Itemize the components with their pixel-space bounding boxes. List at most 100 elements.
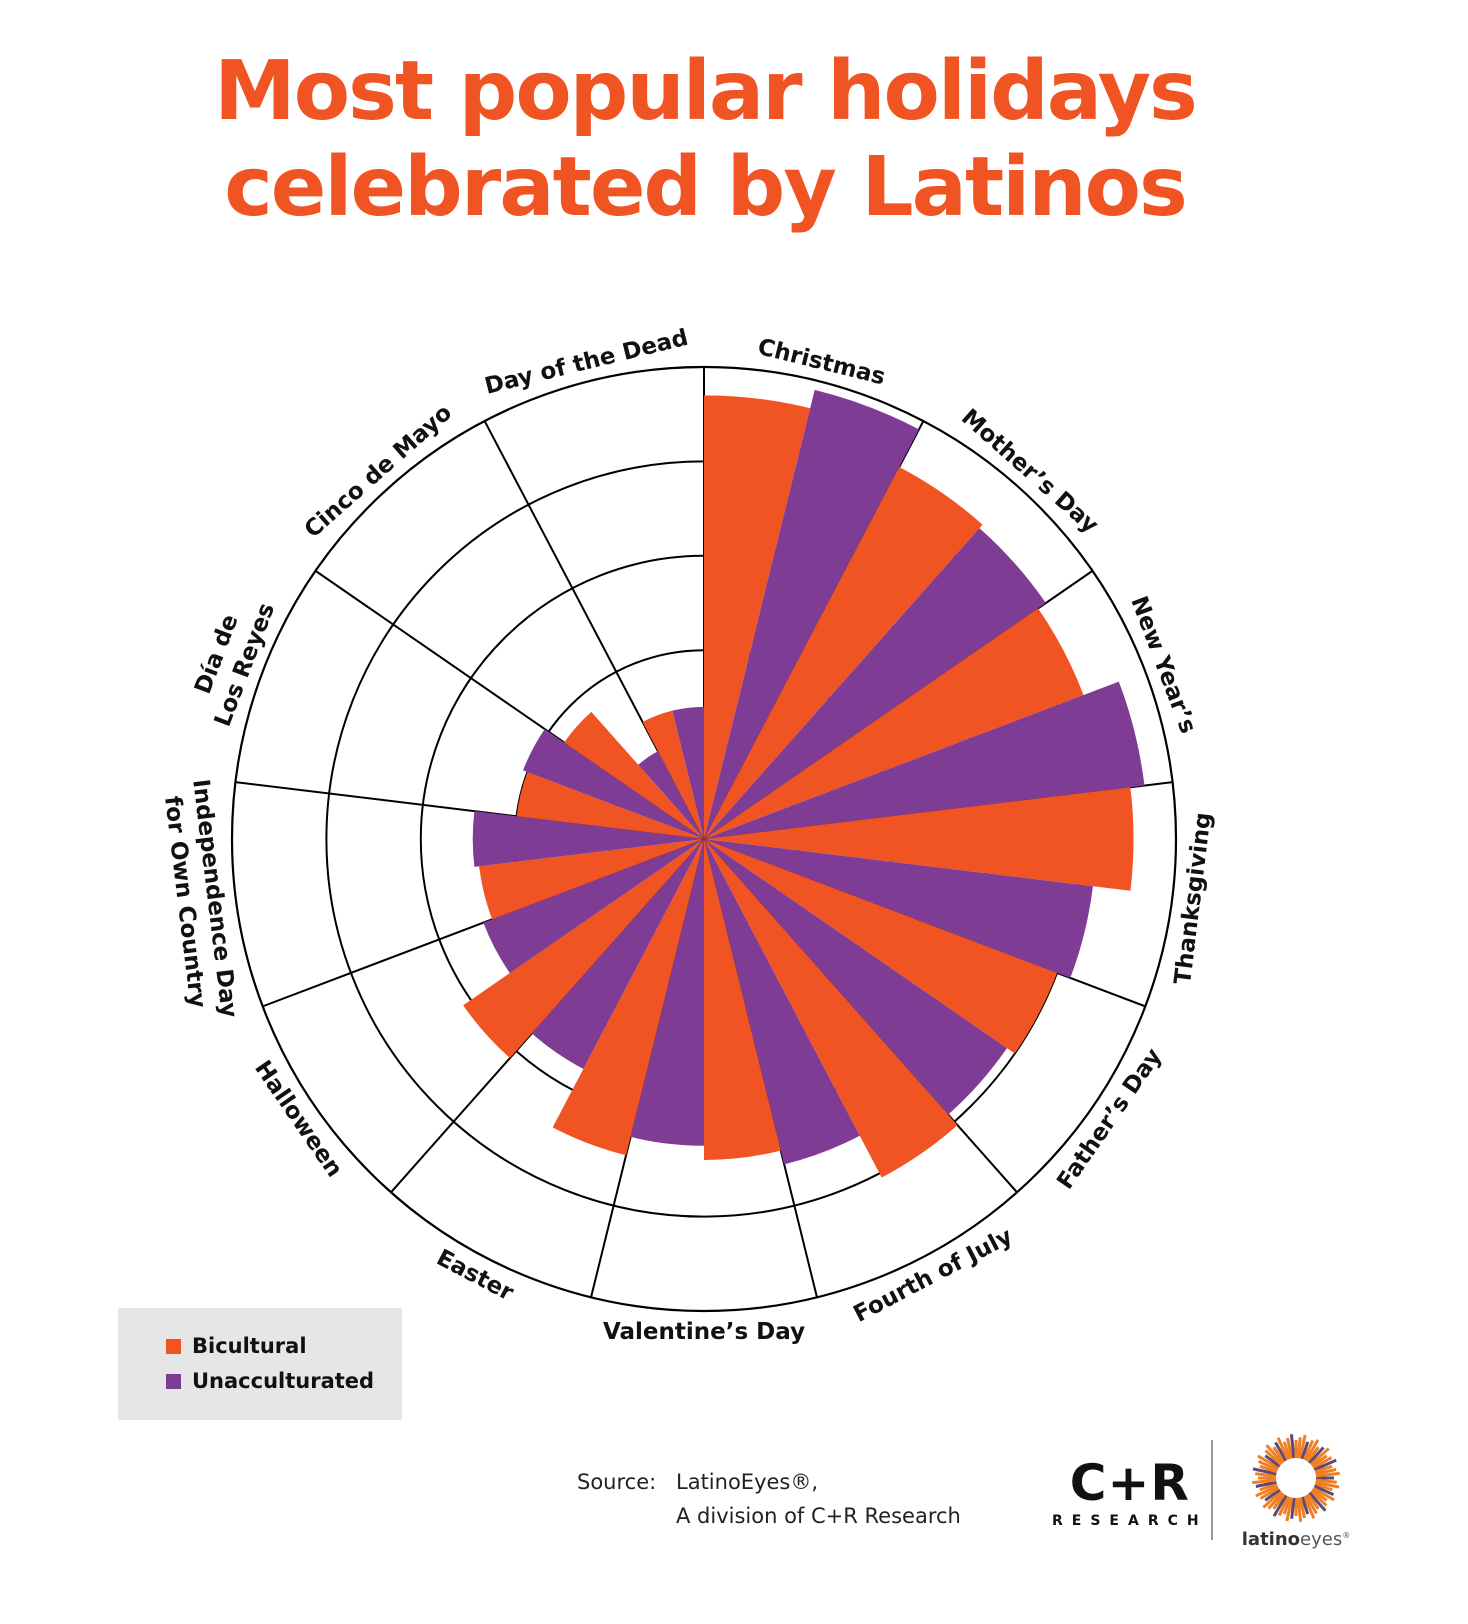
sunburst-ray (1309, 1447, 1330, 1466)
sunburst-ray (1257, 1454, 1280, 1470)
sunburst-ray (1304, 1494, 1318, 1515)
latinoeyes-wordmark: latinoeyes® (1236, 1529, 1356, 1550)
category-label-father-s-day: Father’s Day (1052, 1044, 1167, 1194)
sunburst-ray (1315, 1478, 1337, 1484)
category-label-fourth-of-july: Fourth of July (849, 1223, 1016, 1327)
source-line-2: A division of C+R Research (676, 1504, 961, 1528)
bar-thanksgiving-unacculturated (704, 839, 1093, 978)
registered-mark: ® (1342, 1531, 1351, 1540)
sunburst-ray (1311, 1454, 1328, 1468)
sunburst-ray (1302, 1495, 1316, 1519)
category-label-line: Mother’s Day (956, 404, 1103, 538)
sunburst-ray (1314, 1464, 1333, 1474)
sunburst-ray (1298, 1497, 1306, 1519)
sunburst-ray (1289, 1434, 1296, 1459)
category-label-easter: Easter (432, 1245, 518, 1307)
legend: Bicultural Unacculturated (118, 1308, 402, 1420)
bar-mother-s-day-bicultural (704, 467, 983, 839)
sunburst-ray (1309, 1490, 1328, 1507)
sunburst-ray (1306, 1493, 1320, 1510)
bar-easter-unacculturated (531, 839, 704, 1069)
sunburst-ray (1282, 1441, 1292, 1460)
bar-thanksgiving-bicultural (704, 787, 1134, 891)
sunburst-ray (1264, 1449, 1283, 1466)
legend-label-unacculturated: Unacculturated (192, 1369, 375, 1393)
sunburst-ray (1315, 1468, 1337, 1476)
bar-d-a-de-los-reyes-bicultural (516, 772, 704, 839)
category-label-cinco-de-mayo: Cinco de Mayo (300, 400, 457, 544)
sunburst-ray (1255, 1472, 1277, 1478)
category-label-day-of-the-dead: Day of the Dead (482, 325, 691, 400)
bar-independence-day-for-own-country-unacculturated (472, 811, 704, 867)
cr-logo-sub: RESEARCH (1052, 1513, 1208, 1529)
sunburst-ray (1252, 1467, 1277, 1476)
sunburst-ray (1255, 1480, 1277, 1488)
category-label-valentine-s-day: Valentine’s Day (603, 1319, 805, 1345)
sunburst-ray (1314, 1482, 1333, 1492)
sunburst-ray (1255, 1484, 1279, 1498)
sunburst-ray (1259, 1464, 1278, 1474)
sunburst-ray (1262, 1490, 1283, 1509)
sunburst-ray (1312, 1456, 1333, 1470)
bar-halloween-bicultural (463, 839, 704, 1059)
category-label-line: Day of the Dead (482, 325, 691, 400)
bar-christmas-bicultural (704, 395, 811, 839)
sunburst-ray (1274, 1441, 1288, 1462)
sunburst-ray (1272, 1494, 1288, 1517)
bar-mother-s-day-unacculturated (704, 528, 1046, 839)
category-label-line: New Year’s (1125, 593, 1201, 737)
sunburst-ray (1277, 1495, 1290, 1517)
chart-title-line-2: celebrated by Latinos (224, 140, 1188, 235)
chart-title-line-1: Most popular holidays (214, 44, 1198, 139)
sunburst-ray (1313, 1484, 1335, 1497)
source-note: Source: LatinoEyes®, A division of C+R Re… (577, 1465, 961, 1533)
sunburst-ray (1257, 1459, 1279, 1472)
bar-valentine-s-day-unacculturated (630, 839, 704, 1146)
cr-logo-main: C+R (1069, 1454, 1190, 1512)
bar-new-year-s-bicultural (704, 608, 1084, 839)
chart-title: Most popular holidays celebrated by Lati… (0, 44, 1410, 236)
bar-father-s-day-bicultural (704, 839, 1058, 1054)
sunburst-ray (1272, 1493, 1286, 1510)
category-label-line: Valentine’s Day (603, 1319, 805, 1345)
sunburst-ray (1311, 1488, 1328, 1502)
category-label-new-year-s: New Year’s (1125, 593, 1201, 737)
bar-d-a-de-los-reyes-unacculturated (523, 729, 704, 839)
sunburst-ray (1300, 1496, 1310, 1515)
source-line-1: LatinoEyes®, (676, 1470, 819, 1494)
cr-research-logo: C+R RESEARCH (1052, 1455, 1208, 1529)
sunburst-ray (1259, 1482, 1278, 1492)
latinoeyes-logo: latinoeyes® (1236, 1430, 1356, 1550)
legend-swatch-bicultural (166, 1338, 181, 1354)
bars-layer (463, 389, 1145, 1178)
category-label-line: Father’s Day (1052, 1044, 1167, 1194)
bar-day-of-the-dead-bicultural (642, 710, 704, 839)
sunburst-ray (1296, 1437, 1302, 1459)
sunburst-ray (1259, 1486, 1280, 1500)
bar-fourth-of-july-unacculturated (704, 839, 860, 1165)
source-label: Source: (577, 1470, 657, 1494)
sunburst-ray (1312, 1486, 1335, 1502)
bar-cinco-de-mayo-unacculturated (638, 751, 704, 839)
category-label-halloween: Halloween (249, 1056, 347, 1182)
sunburst-ray (1308, 1446, 1325, 1465)
bar-halloween-unacculturated (483, 839, 704, 974)
sunburst-ray (1252, 1478, 1277, 1485)
sunburst-ray (1302, 1439, 1315, 1461)
legend-item-bicultural: Bicultural (166, 1334, 307, 1358)
sunburst-ray (1285, 1497, 1294, 1522)
sunburst-ray (1265, 1444, 1284, 1465)
category-label-line: Fourth of July (849, 1223, 1016, 1327)
bar-new-year-s-unacculturated (704, 681, 1145, 839)
latinoeyes-wordmark-bold: latino (1241, 1529, 1301, 1550)
sunburst-ray (1267, 1491, 1284, 1510)
sunburst-ray (1276, 1437, 1290, 1461)
bar-valentine-s-day-bicultural (704, 839, 781, 1160)
sunburst-ray (1282, 1496, 1292, 1515)
legend-swatch-unacculturated (166, 1373, 181, 1389)
sunburst-ray (1304, 1439, 1320, 1462)
category-label-line: Easter (432, 1245, 518, 1307)
bar-father-s-day-unacculturated (704, 839, 1007, 1115)
sunburst-ray (1290, 1497, 1296, 1519)
